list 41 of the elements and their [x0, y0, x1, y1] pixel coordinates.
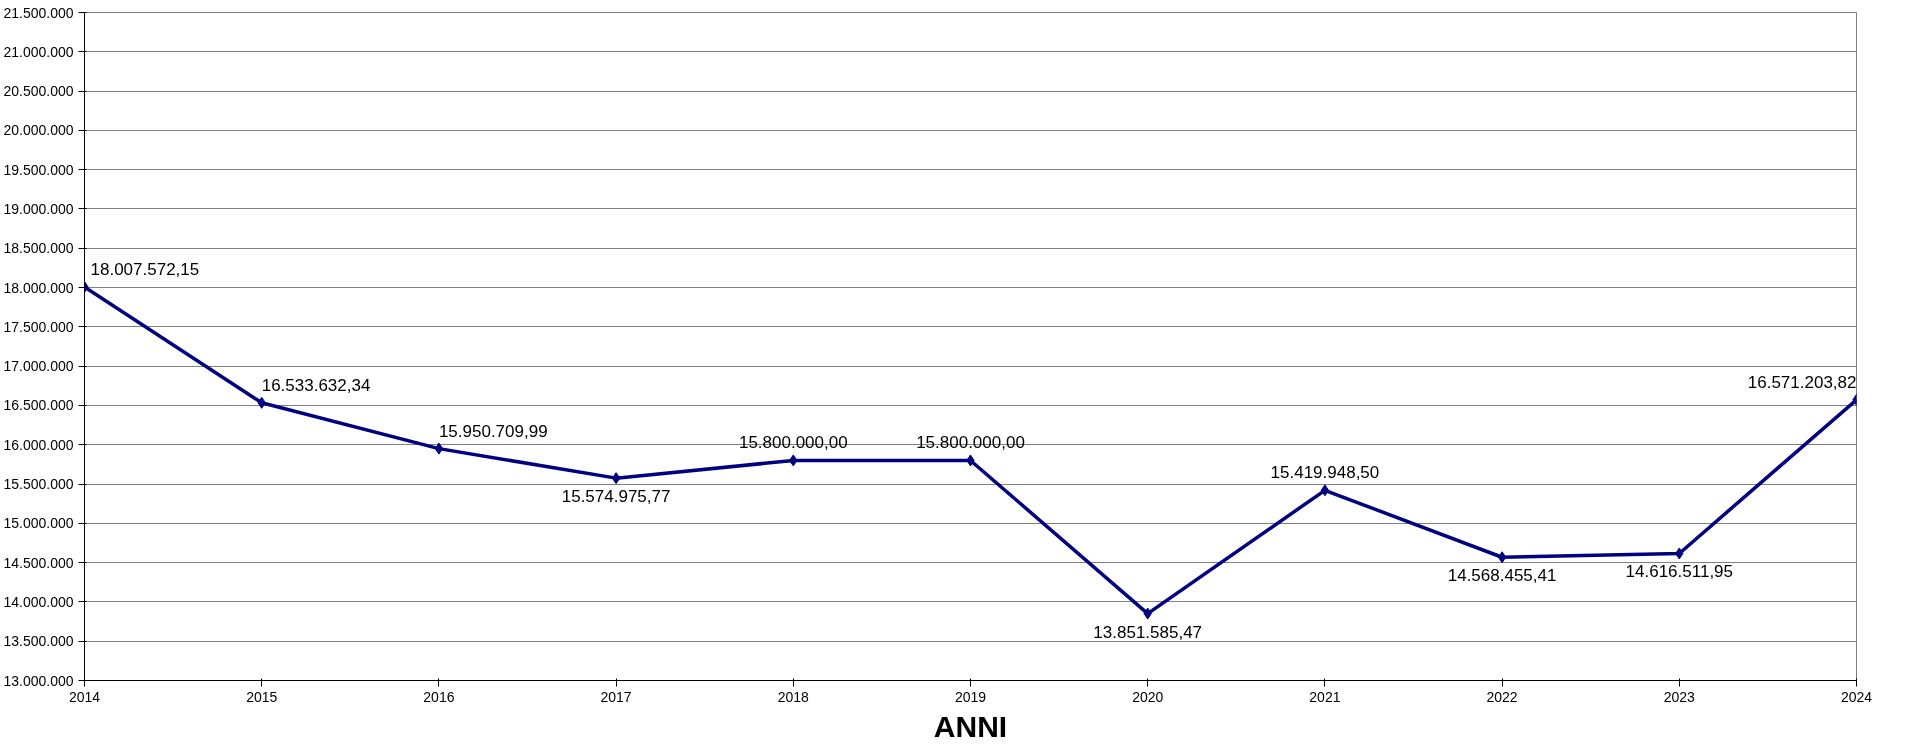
x-tick-label: 2022 — [1486, 688, 1518, 705]
x-tick-label: 2018 — [777, 688, 810, 705]
y-tick-label: 13.000.000 — [3, 672, 74, 689]
data-label: 15.950.709,99 — [438, 421, 548, 441]
x-tick-label: 2015 — [246, 688, 278, 705]
y-tick-label: 15.500.000 — [3, 476, 74, 493]
data-label: 15.574.975,77 — [561, 487, 671, 507]
data-label: 15.800.000,00 — [916, 433, 1025, 453]
x-tick-label: 2016 — [423, 688, 455, 705]
x-tick-label: 2020 — [1132, 688, 1164, 705]
x-tick-label: 2017 — [600, 688, 632, 705]
y-tick-label: 14.000.000 — [3, 593, 74, 610]
y-tick-label: 17.500.000 — [3, 318, 74, 335]
x-tick-label: 2019 — [954, 688, 987, 705]
y-tick-label: 21.000.000 — [3, 43, 74, 60]
x-axis-title: ANNI — [933, 709, 1008, 743]
x-tick-label: 2021 — [1309, 688, 1341, 705]
data-label: 15.800.000,00 — [738, 433, 848, 453]
y-tick-label: 19.500.000 — [3, 161, 74, 178]
data-label: 15.419.948,50 — [1270, 463, 1380, 483]
y-tick-label: 16.500.000 — [3, 397, 74, 414]
x-tick-label: 2024 — [1840, 688, 1873, 705]
x-tick-label: 2014 — [68, 688, 101, 705]
y-tick-label: 17.000.000 — [3, 358, 74, 375]
y-tick-label: 15.000.000 — [3, 515, 74, 532]
data-label: 16.533.632,34 — [261, 375, 371, 395]
data-label: 14.568.455,41 — [1447, 566, 1557, 586]
x-tick-label: 2023 — [1663, 688, 1696, 705]
data-label: 16.571.203,82 — [1747, 372, 1857, 392]
y-tick-label: 20.000.000 — [3, 122, 74, 139]
y-tick-label: 20.500.000 — [3, 83, 74, 100]
y-tick-label: 19.000.000 — [3, 200, 74, 217]
y-tick-label: 18.000.000 — [3, 279, 74, 296]
y-tick-label: 18.500.000 — [3, 240, 74, 257]
data-label: 18.007.572,15 — [90, 259, 200, 279]
y-tick-label: 14.500.000 — [3, 554, 74, 571]
data-label: 14.616.511,95 — [1625, 562, 1734, 582]
data-label: 13.851.585,47 — [1093, 622, 1203, 642]
y-tick-label: 13.500.000 — [3, 633, 74, 650]
y-tick-label: 16.000.000 — [3, 436, 74, 453]
y-tick-label: 21.500.000 — [3, 4, 74, 21]
